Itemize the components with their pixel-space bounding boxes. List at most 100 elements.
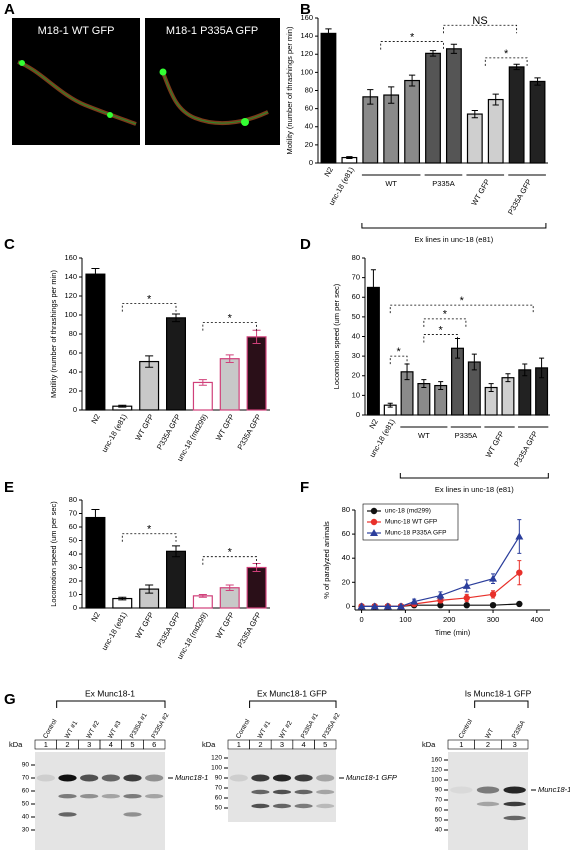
band: [58, 774, 77, 782]
bar: [425, 52, 441, 164]
y-tick-label: 160: [64, 253, 77, 262]
band: [272, 789, 292, 795]
error-bar: [492, 93, 499, 106]
group-label: WT GFP: [484, 429, 506, 459]
marker: [410, 597, 419, 605]
y-tick-label: 30: [69, 562, 77, 571]
panel-letter: B: [300, 1, 311, 18]
band: [58, 794, 77, 799]
panel-letter: A: [4, 1, 15, 18]
bracket: [361, 223, 547, 229]
bar: [417, 383, 431, 416]
band: [80, 794, 99, 799]
y-tick-label: 80: [342, 505, 350, 514]
band: [123, 774, 142, 782]
y-tick-label: 50: [352, 312, 360, 321]
band: [251, 789, 270, 795]
marker: [489, 591, 497, 598]
y-tick-label: 10: [352, 390, 360, 399]
bar: [166, 317, 187, 411]
significance-bracket: [202, 556, 257, 565]
bar: [501, 377, 515, 416]
band: [145, 774, 164, 782]
x-tick-label: 0: [359, 615, 363, 624]
band: [123, 794, 142, 799]
y-tick-label: 40: [342, 553, 350, 562]
error-bar: [408, 74, 416, 87]
error-bar: [505, 373, 511, 383]
y-tick-label: 0: [356, 410, 360, 419]
y-tick-label: 60: [352, 292, 360, 301]
lane-label: WT #1: [64, 720, 80, 740]
bar: [139, 360, 160, 411]
y-tick-label: 160: [300, 13, 313, 22]
lane-label: P335A #1: [129, 712, 149, 740]
marker-label: 120: [431, 767, 442, 774]
bar: [362, 96, 379, 164]
lane-label: P335A #1: [300, 712, 320, 740]
y-tick-label: 40: [69, 367, 77, 376]
band: [316, 789, 335, 795]
x-tick-label: WT GFP: [214, 610, 236, 640]
marker: [489, 574, 498, 582]
bar: [85, 516, 106, 609]
marker-label: 160: [431, 757, 442, 764]
significance-bracket: [484, 57, 528, 66]
panel-letter: E: [4, 479, 14, 496]
significance-label: NS: [472, 15, 487, 27]
x-tick-label: N2: [89, 610, 102, 623]
marker: [463, 601, 470, 609]
marker: [462, 581, 471, 589]
y-tick-label: 120: [300, 49, 313, 58]
y-tick-label: 70: [69, 508, 77, 517]
y-tick-label: 120: [64, 291, 77, 300]
group-label: P335A GFP: [506, 177, 534, 216]
marker: [489, 601, 497, 609]
y-tick-label: 20: [352, 371, 360, 380]
marker-label: 90: [215, 775, 223, 782]
bar: [192, 381, 213, 411]
marker-label: 90: [22, 762, 30, 769]
bar: [508, 66, 525, 164]
band: [316, 774, 335, 782]
lane-label: P335A #2: [321, 712, 341, 740]
significance-label: *: [460, 295, 465, 307]
y-tick-label: 40: [305, 122, 313, 131]
error-bar: [488, 383, 494, 392]
lane-label: Control: [42, 718, 59, 740]
y-tick-label: 60: [69, 348, 77, 357]
lane-number: 2: [65, 740, 69, 749]
significance-label: *: [504, 48, 509, 60]
marker-label: 100: [431, 777, 442, 784]
marker: [397, 602, 406, 610]
marker-label: 50: [22, 801, 30, 808]
lane-number: 3: [280, 740, 284, 749]
marker: [383, 602, 392, 610]
bracket-label: Ex lines in unc-18 (e81): [435, 485, 514, 494]
bracket: [399, 473, 549, 479]
x-tick-label: P335A GFP: [155, 412, 183, 451]
lane-number: 5: [130, 740, 134, 749]
significance-label: *: [443, 309, 448, 321]
error-bar: [171, 545, 181, 558]
error-bar: [421, 379, 427, 389]
y-tick-label: 40: [352, 331, 360, 340]
lane-number: 3: [87, 740, 91, 749]
marker-label: 40: [22, 814, 30, 821]
marker: [515, 532, 524, 540]
error-bar: [429, 50, 437, 57]
lane-number: 6: [152, 740, 156, 749]
error-bar: [370, 269, 376, 306]
significance-bracket: [380, 41, 444, 50]
error-bar: [225, 354, 234, 363]
y-tick-label: 60: [69, 522, 77, 531]
y-tick-label: 20: [69, 576, 77, 585]
significance-label: *: [396, 346, 401, 358]
band: [251, 774, 270, 782]
marker: [357, 602, 366, 610]
marker-label: 30: [22, 827, 30, 834]
band: [503, 815, 526, 821]
lane-label: WT #3: [107, 720, 123, 740]
x-tick-label: N2: [89, 412, 102, 425]
marker-label: 70: [435, 797, 443, 804]
